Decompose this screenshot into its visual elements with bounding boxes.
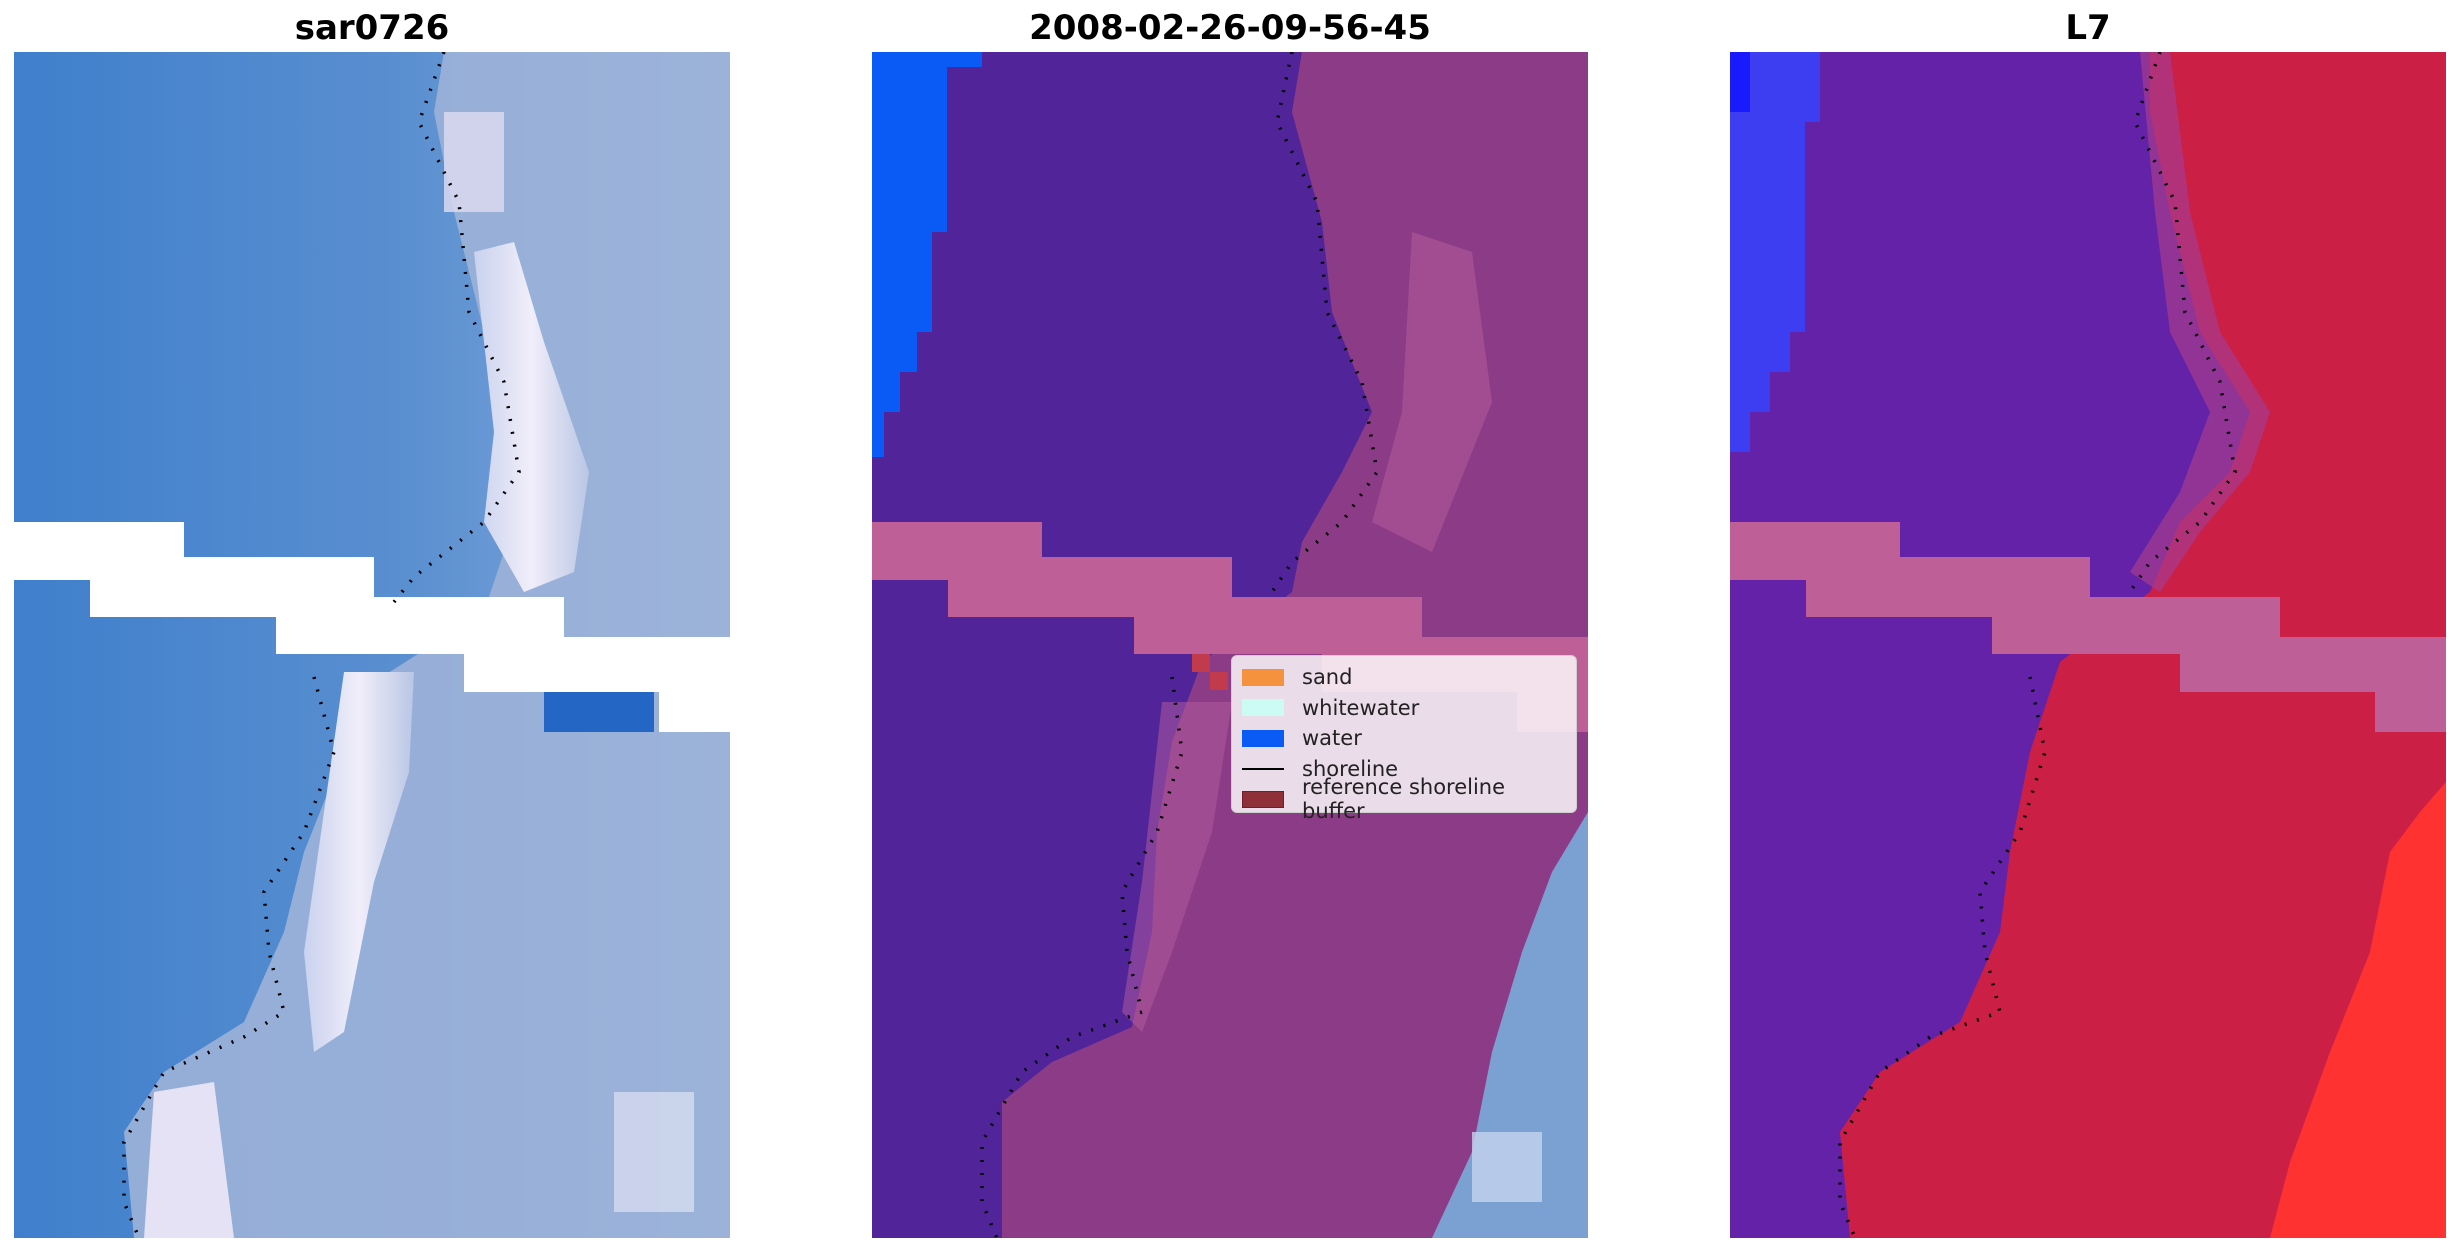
rgb-dark-pixel [544, 692, 654, 732]
legend-swatch-whitewater [1242, 699, 1284, 717]
index-reference-buffer [1730, 522, 2446, 732]
class-unclassified-patch [1432, 812, 1588, 1238]
legend-item-shoreline: shoreline [1242, 754, 1566, 785]
title-classified: 2008-02-26-09-56-45 [1029, 8, 1431, 48]
classified-image [872, 52, 1588, 1238]
legend-item-reference-buffer: reference shoreline buffer [1242, 775, 1566, 823]
class-shoreline [980, 52, 1379, 1238]
rgb-shoreline [122, 52, 521, 1238]
legend: sand whitewater water shoreline referenc… [1231, 655, 1577, 823]
class-light-patch [1472, 1132, 1542, 1202]
legend-item-water: water [1242, 723, 1566, 754]
rgb-land-area [124, 52, 730, 1238]
classified-image-panel [872, 52, 1588, 1238]
legend-label-reference-buffer: reference shoreline buffer [1302, 775, 1506, 824]
index-bright-red-area [2270, 782, 2446, 1238]
index-transition-band [2130, 52, 2270, 592]
rgb-foam-bottom [144, 1082, 234, 1238]
legend-label-shoreline: shoreline [1302, 756, 1399, 781]
legend-label-whitewater: whitewater [1302, 695, 1420, 720]
rgb-foam-upper [474, 242, 589, 592]
index-image [1730, 52, 2446, 1238]
title-index: L7 [2065, 8, 2111, 48]
legend-item-whitewater: whitewater [1242, 693, 1566, 724]
legend-swatch-shoreline [1242, 767, 1284, 770]
legend-swatch-reference-buffer [1242, 790, 1284, 808]
index-shoreline [1838, 52, 2237, 1238]
rgb-image [14, 52, 730, 1238]
index-image-panel [1730, 52, 2446, 1238]
legend-item-sand: sand [1242, 662, 1566, 693]
rgb-foam-right [614, 1092, 694, 1212]
title-rgb: sar0726 [294, 8, 450, 48]
legend-swatch-water [1242, 729, 1284, 747]
rgb-image-panel [14, 52, 730, 1238]
legend-label-sand: sand [1302, 665, 1353, 690]
rgb-foam-top [444, 112, 504, 212]
class-sand-highlight [1372, 232, 1492, 552]
legend-label-water: water [1302, 726, 1362, 751]
buffer-red-pixel-2 [1210, 672, 1228, 690]
rgb-nodata-gap [14, 522, 730, 732]
index-blue-pixel [1730, 52, 1750, 112]
legend-swatch-sand [1242, 668, 1284, 686]
class-water-patch [872, 52, 982, 457]
class-sand-highlight-lower [1122, 702, 1232, 1032]
buffer-red-pixel-1 [1192, 654, 1210, 672]
index-blue-patch [1730, 52, 1820, 452]
rgb-foam-lower [304, 672, 414, 1052]
